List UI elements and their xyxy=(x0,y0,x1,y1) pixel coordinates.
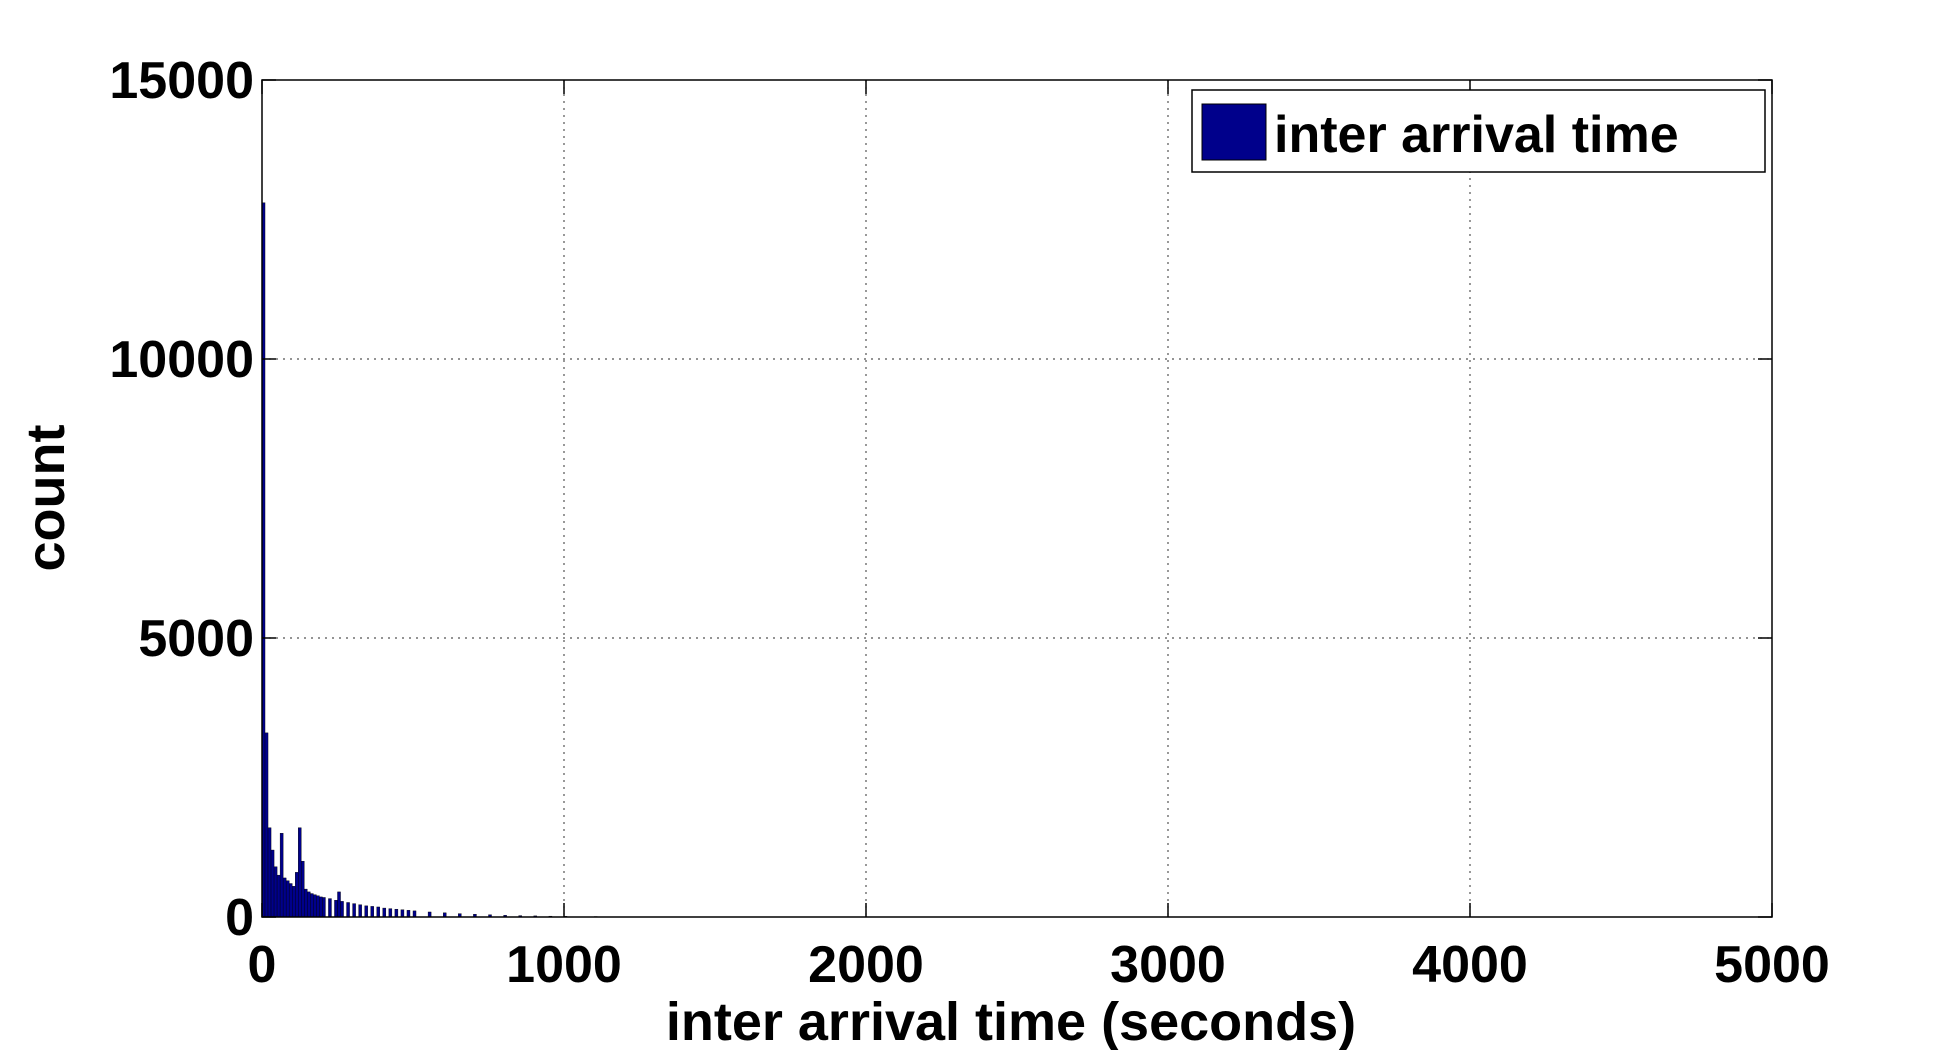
x-tick-label: 5000 xyxy=(1714,936,1830,994)
histogram-bar xyxy=(267,827,272,918)
legend-box xyxy=(1191,89,1766,173)
y-tick-label: 15000 xyxy=(109,52,254,110)
x-tick-label: 3000 xyxy=(1110,936,1226,994)
histogram-bar xyxy=(352,903,356,918)
histogram-bar xyxy=(382,907,387,918)
x-tick-label: 1000 xyxy=(506,936,622,994)
histogram-bar xyxy=(313,894,317,918)
histogram-bar xyxy=(316,895,320,918)
histogram-bar xyxy=(282,877,287,918)
histogram-bar xyxy=(358,904,362,918)
histogram-bar xyxy=(276,874,281,918)
histogram-bar xyxy=(292,886,296,918)
histogram-bar xyxy=(412,910,417,918)
y-tick-label: 10000 xyxy=(109,331,254,389)
histogram-bar xyxy=(427,911,432,918)
histogram-bar xyxy=(364,905,368,918)
histogram-bar xyxy=(264,732,269,918)
histogram-bar xyxy=(279,833,284,918)
bars xyxy=(261,202,719,918)
x-tick-labels: 0 1000 2000 3000 4000 5000 xyxy=(248,936,1830,994)
histogram-bar xyxy=(301,861,305,918)
legend: inter arrival time xyxy=(1191,89,1766,173)
histogram-bar xyxy=(400,909,405,918)
histogram-bar xyxy=(288,883,293,918)
y-axis-label: count xyxy=(16,425,76,572)
x-tick-label: 0 xyxy=(248,936,277,994)
histogram-bar xyxy=(310,893,314,918)
y-tick-label: 5000 xyxy=(138,610,254,668)
x-axis-label: inter arrival time (seconds) xyxy=(666,992,1356,1050)
histogram-bar xyxy=(270,849,275,918)
histogram-bar xyxy=(370,906,374,918)
legend-label: inter arrival time xyxy=(1274,106,1679,164)
histogram-bar xyxy=(298,827,302,918)
y-tick-labels: 0 5000 10000 15000 xyxy=(109,52,254,947)
histogram-bar xyxy=(328,898,332,918)
histogram-bar xyxy=(273,866,278,918)
histogram-bar xyxy=(388,908,393,918)
histogram-bar xyxy=(376,906,380,918)
plot-background xyxy=(262,80,1772,917)
y-tick-label: 0 xyxy=(225,889,254,947)
histogram-bar xyxy=(394,908,399,918)
tick-marks xyxy=(261,79,1773,918)
x-tick-label: 4000 xyxy=(1412,936,1528,994)
histogram-bar xyxy=(337,891,341,918)
histogram-bar xyxy=(307,891,311,918)
histogram-bar xyxy=(346,902,350,918)
x-tick-label: 2000 xyxy=(808,936,924,994)
histogram-bar xyxy=(340,901,344,918)
histogram-bar xyxy=(406,910,411,918)
histogram-bar xyxy=(285,880,290,918)
histogram-bar xyxy=(322,897,326,918)
legend-swatch xyxy=(1201,103,1267,161)
histogram-bar xyxy=(319,896,323,918)
histogram-bar xyxy=(334,900,338,918)
histogram-bar xyxy=(304,888,308,918)
histogram-bar xyxy=(295,872,299,918)
plot-frame xyxy=(261,79,1773,918)
